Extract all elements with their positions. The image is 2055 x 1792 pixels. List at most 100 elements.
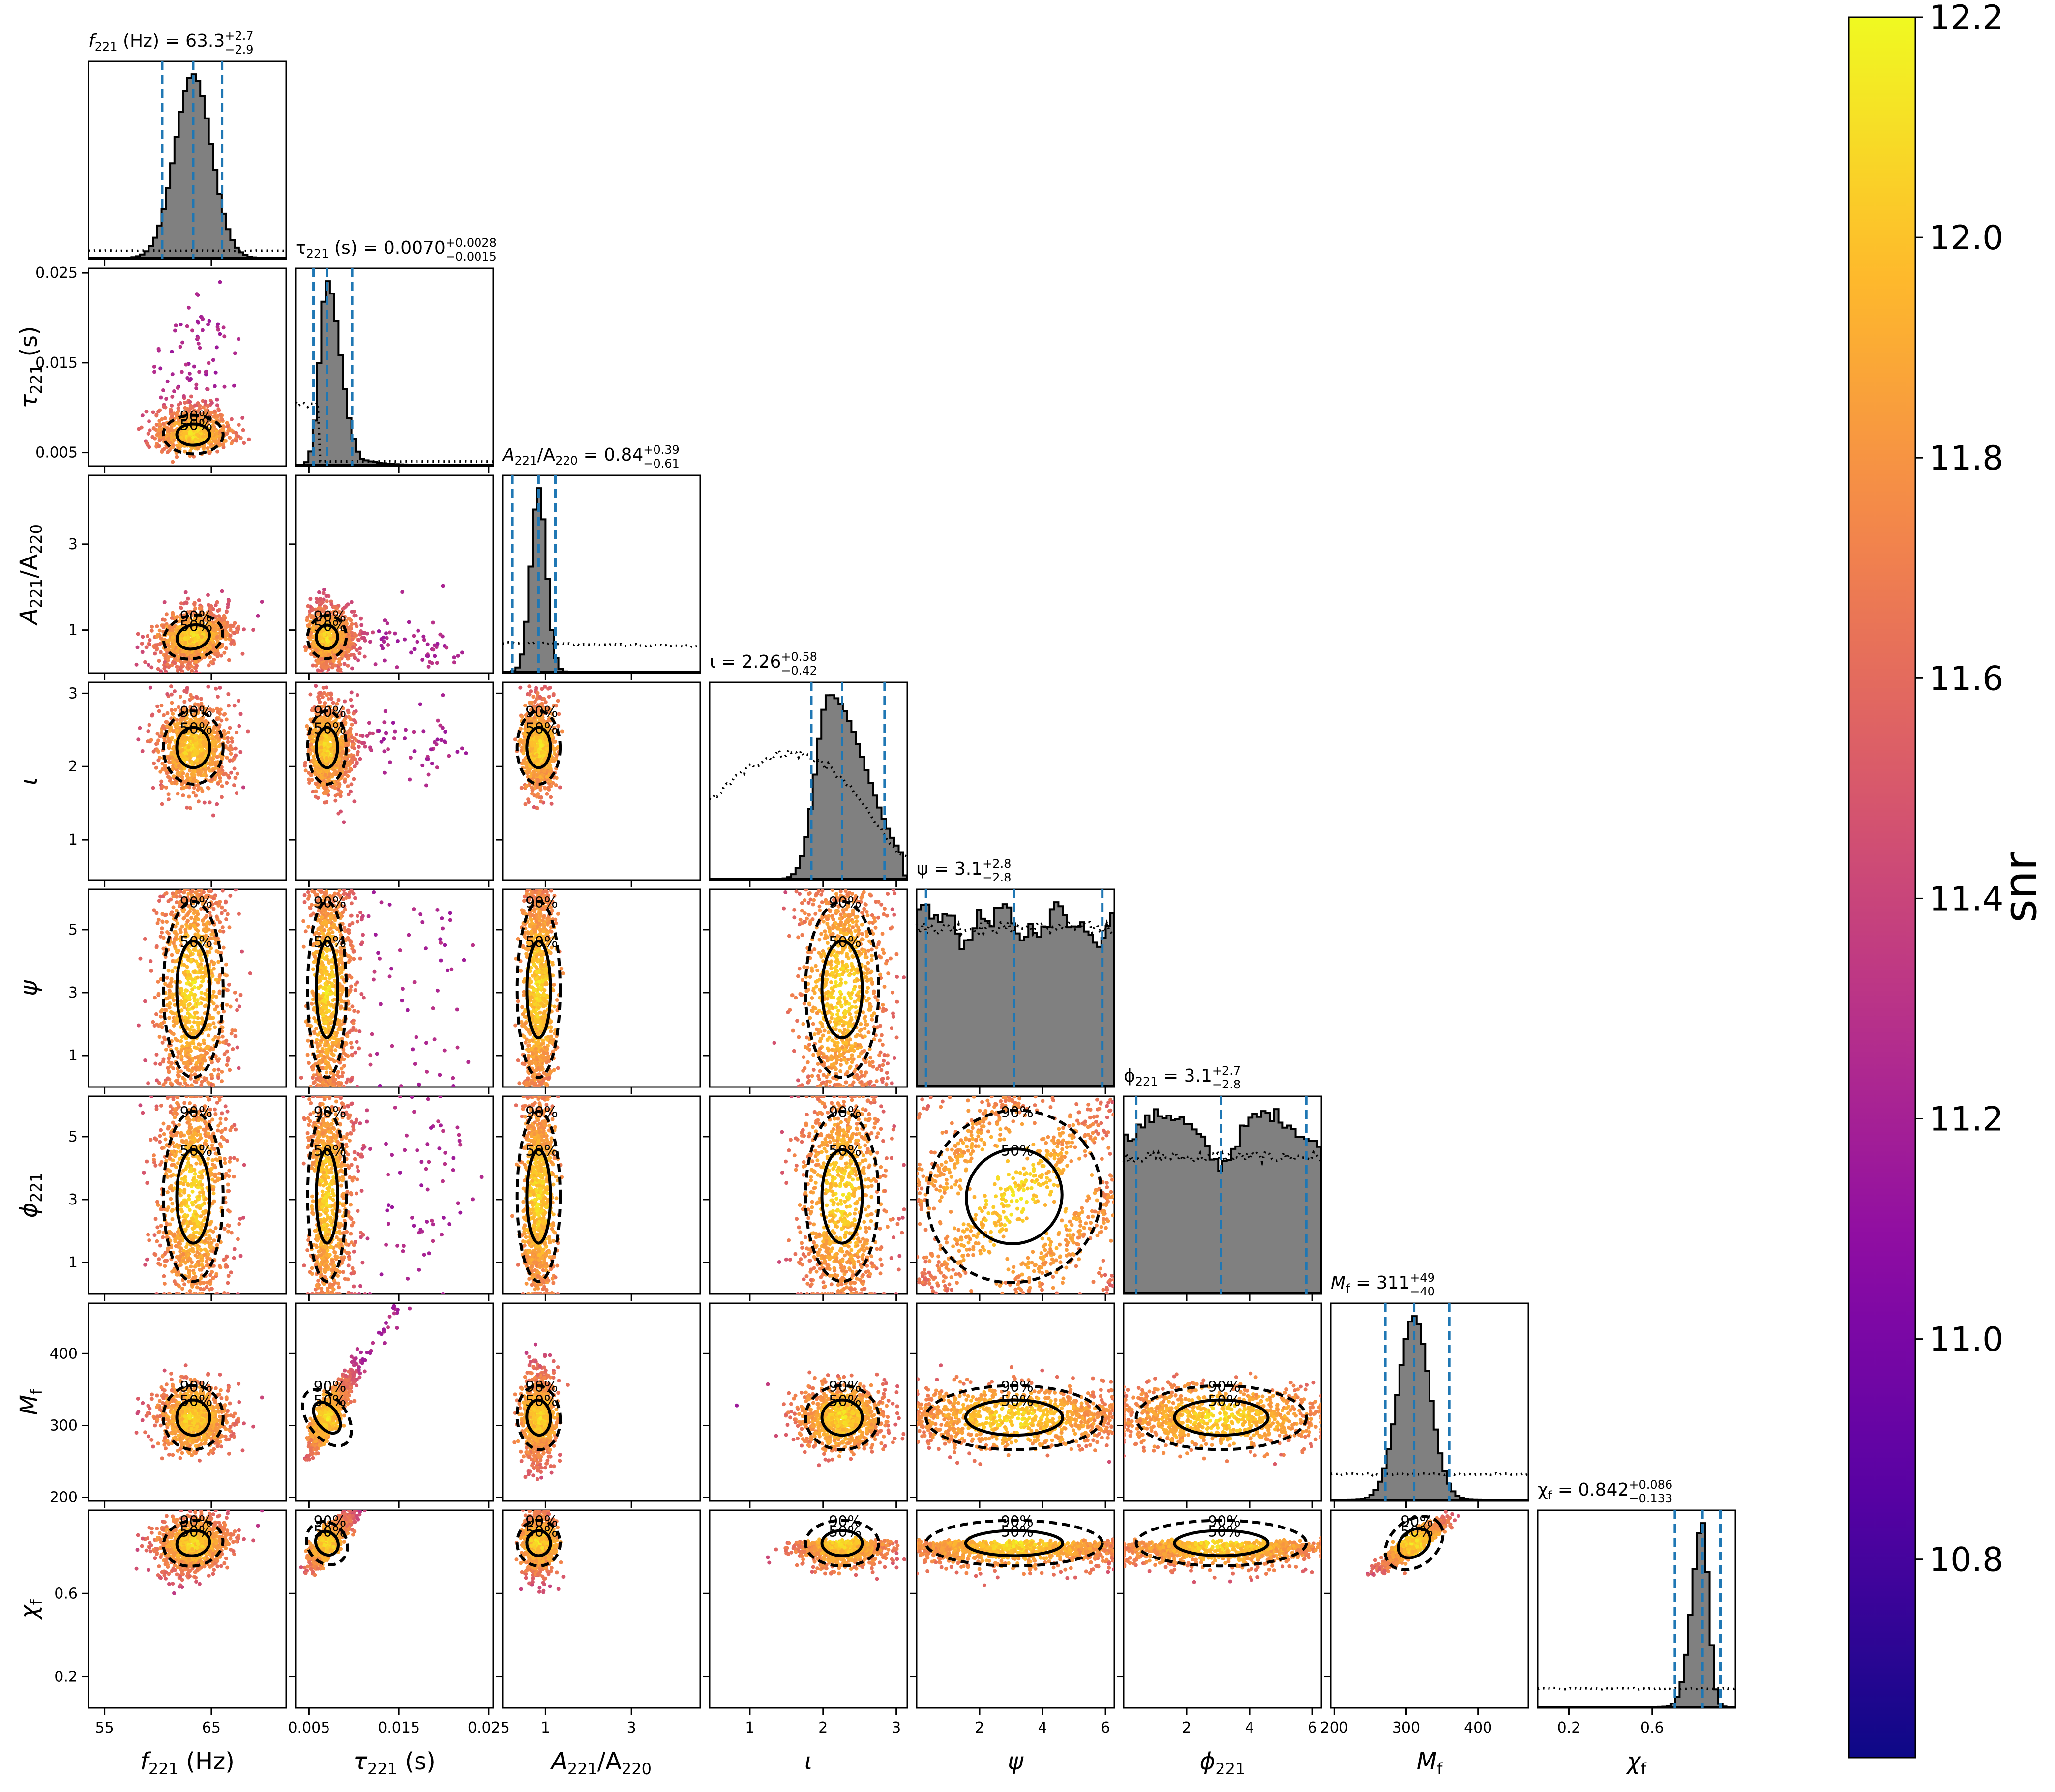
- sample-point: [314, 663, 318, 668]
- sample-point: [317, 721, 321, 725]
- sample-point: [318, 650, 323, 655]
- sample-point: [188, 377, 193, 381]
- contour-label-50: 50%: [180, 618, 213, 635]
- sample-point: [160, 762, 165, 766]
- sample-point: [144, 645, 149, 649]
- sample-point: [306, 635, 311, 640]
- sample-point: [187, 794, 191, 799]
- sample-point: [167, 756, 171, 761]
- sample-point: [320, 657, 324, 662]
- sample-point: [195, 432, 199, 437]
- sample-point: [164, 720, 168, 724]
- sample-point: [216, 609, 220, 613]
- sample-point: [181, 394, 186, 398]
- sample-point: [431, 647, 436, 652]
- sample-point: [186, 305, 191, 310]
- sample-point: [207, 731, 211, 735]
- sample-point: [231, 757, 236, 762]
- sample-point: [138, 726, 142, 730]
- sample-point: [382, 737, 386, 741]
- sample-point: [187, 753, 192, 758]
- sample-point: [210, 734, 215, 739]
- contour-90: [162, 613, 224, 661]
- sample-point: [317, 618, 321, 623]
- sample-point: [178, 676, 181, 680]
- sample-point: [393, 631, 397, 636]
- sample-point: [325, 662, 329, 666]
- sample-point: [201, 317, 205, 322]
- sample-point: [350, 631, 354, 635]
- sample-point: [441, 693, 445, 697]
- sample-point: [224, 646, 228, 650]
- sample-point: [336, 787, 341, 792]
- sample-point: [196, 703, 200, 707]
- sample-point: [306, 604, 310, 608]
- sample-point: [350, 735, 354, 739]
- sample-point: [227, 637, 232, 641]
- sample-point: [170, 394, 175, 399]
- sample-point: [314, 648, 318, 652]
- sample-point: [211, 613, 216, 617]
- sample-point: [421, 729, 426, 734]
- sample-point: [183, 418, 188, 422]
- sample-point: [206, 387, 210, 392]
- sample-point: [228, 726, 232, 730]
- sample-point: [158, 769, 163, 774]
- sample-point: [192, 454, 196, 459]
- sample-point: [146, 634, 150, 638]
- sample-point: [183, 590, 188, 594]
- sample-point: [151, 749, 156, 754]
- sample-point: [158, 734, 162, 739]
- sample-point: [309, 742, 313, 747]
- sample-point: [180, 775, 184, 779]
- sample-point: [170, 414, 174, 419]
- sample-point: [176, 625, 180, 630]
- sample-point: [382, 640, 386, 644]
- sample-point: [147, 445, 151, 449]
- sample-point: [216, 407, 221, 411]
- sample-point: [166, 436, 170, 441]
- sample-point: [339, 639, 343, 643]
- sample-point: [220, 644, 224, 648]
- sample-point: [317, 590, 322, 594]
- sample-point: [385, 636, 389, 640]
- sample-point: [220, 784, 224, 789]
- sample-point: [208, 641, 213, 645]
- sample-point: [184, 362, 188, 367]
- sample-point: [169, 425, 174, 430]
- sample-point: [426, 654, 430, 658]
- sample-point: [156, 667, 160, 671]
- sample-point: [325, 693, 329, 698]
- sample-point: [339, 746, 343, 750]
- sample-point: [160, 802, 164, 806]
- sample-point: [310, 778, 314, 782]
- sample-point: [343, 780, 347, 784]
- sample-point: [241, 627, 246, 632]
- sample-point: [332, 605, 337, 609]
- sample-point: [170, 616, 174, 620]
- sample-point: [151, 410, 155, 414]
- sample-point: [336, 624, 340, 629]
- sample-point: [193, 403, 197, 408]
- sample-point: [318, 725, 322, 730]
- sample-point: [320, 609, 324, 613]
- sample-point: [204, 370, 208, 374]
- sample-point: [172, 760, 176, 764]
- sample-point: [355, 760, 359, 764]
- sample-point: [226, 730, 231, 734]
- sample-point: [149, 628, 154, 633]
- sample-point: [215, 706, 219, 711]
- sample-point: [393, 729, 397, 734]
- sample-point: [209, 660, 213, 664]
- sample-point: [208, 646, 212, 650]
- contour-90: [306, 709, 348, 786]
- sample-point: [228, 748, 232, 752]
- sample-point: [218, 779, 222, 783]
- sample-point: [222, 334, 227, 339]
- sample-point: [201, 434, 205, 439]
- sample-point: [334, 649, 338, 654]
- scatter-frame-tau221-iota: [295, 681, 494, 881]
- sample-point: [192, 609, 197, 613]
- sample-point: [357, 638, 361, 642]
- sample-point: [222, 621, 227, 625]
